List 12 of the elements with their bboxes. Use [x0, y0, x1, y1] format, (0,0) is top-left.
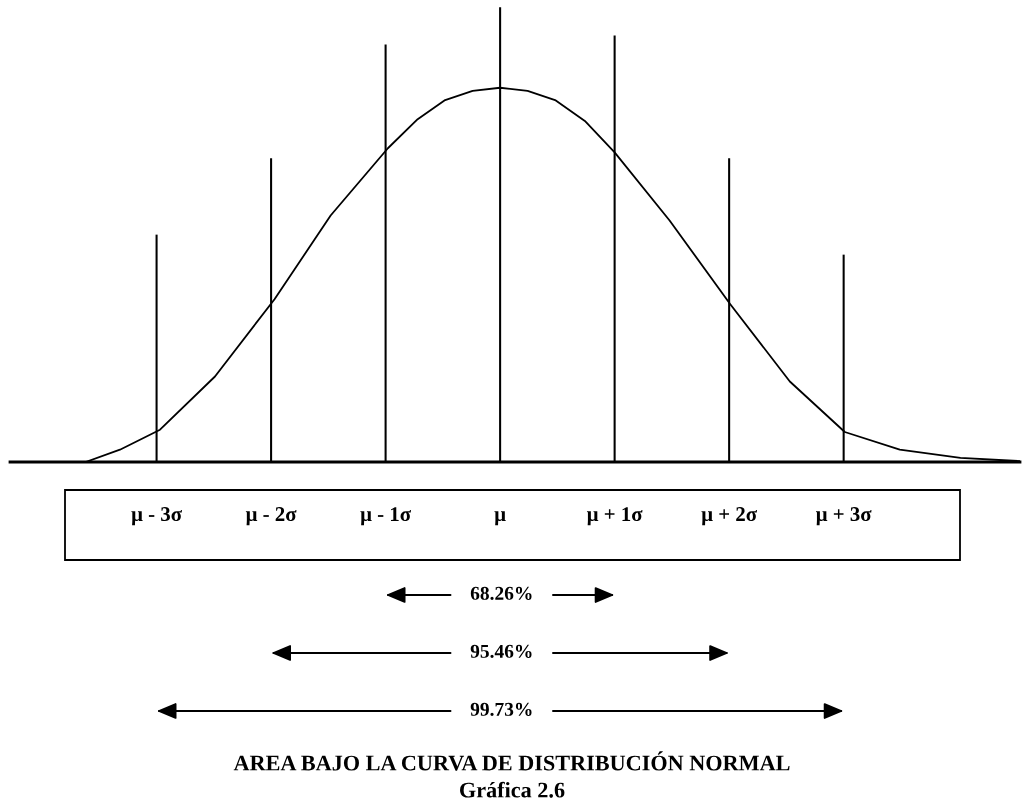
text: AREA BAJO LA CURVA DE DISTRIBUCIÓN NORMAL: [233, 751, 790, 771]
text: 99.73%: [470, 702, 532, 716]
text: 68.26%: [470, 586, 532, 600]
x-tick-label: μ - 3σ: [131, 507, 182, 526]
x-tick-label: μ + 3σ: [815, 507, 872, 526]
x-tick-label: μ - 1σ: [360, 507, 411, 526]
text: Gráfica 2.6: [460, 781, 565, 798]
x-tick-label: μ + 2σ: [701, 507, 757, 526]
x-tick-label: μ: [494, 511, 506, 526]
x-tick-label: μ + 1σ: [586, 507, 643, 526]
text: 95.46%: [470, 644, 532, 658]
x-tick-label: μ - 2σ: [245, 507, 297, 526]
